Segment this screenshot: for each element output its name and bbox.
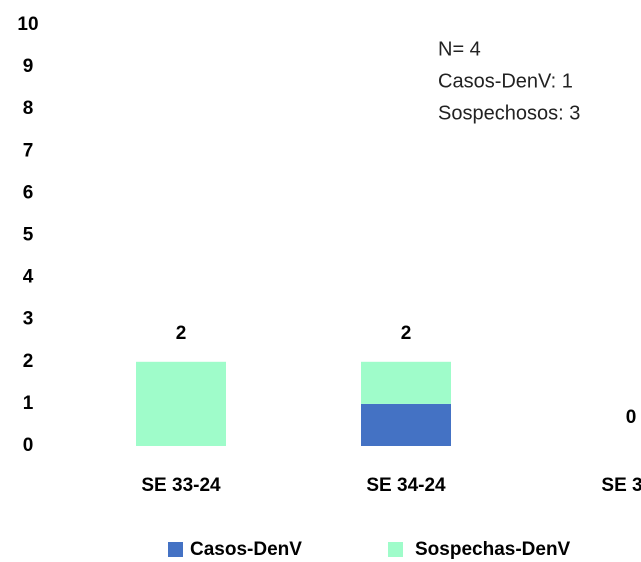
x-tick-label: SE 35* [601, 475, 641, 496]
bar [361, 361, 451, 404]
y-tick-label: 9 [23, 56, 34, 77]
legend-label: Sospechas-DenV [415, 539, 571, 560]
y-tick-label: 7 [23, 140, 34, 161]
total-label: 2 [176, 323, 187, 344]
legend-swatch [168, 542, 183, 557]
y-tick-label: 10 [17, 14, 38, 35]
x-tick-label: SE 33-24 [141, 475, 221, 496]
x-tick-label: SE 34-24 [366, 475, 446, 496]
y-tick-label: 5 [23, 225, 34, 246]
y-tick-label: 4 [23, 267, 34, 288]
annotation: Sospechosos: 3 [438, 102, 580, 124]
y-tick-label: 6 [23, 182, 34, 203]
y-tick-label: 3 [23, 309, 34, 330]
bar [361, 403, 451, 446]
y-tick-label: 8 [23, 98, 34, 119]
total-label: 2 [401, 323, 412, 344]
annotation: Casos-DenV: 1 [438, 70, 573, 92]
legend-swatch [388, 542, 403, 557]
y-tick-label: 2 [23, 351, 34, 372]
y-tick-label: 0 [23, 435, 34, 456]
total-label: 0 [626, 407, 637, 428]
bar [136, 361, 226, 446]
y-tick-label: 1 [23, 393, 34, 414]
legend-label: Casos-DenV [190, 539, 302, 560]
annotation: N= 4 [438, 38, 481, 60]
